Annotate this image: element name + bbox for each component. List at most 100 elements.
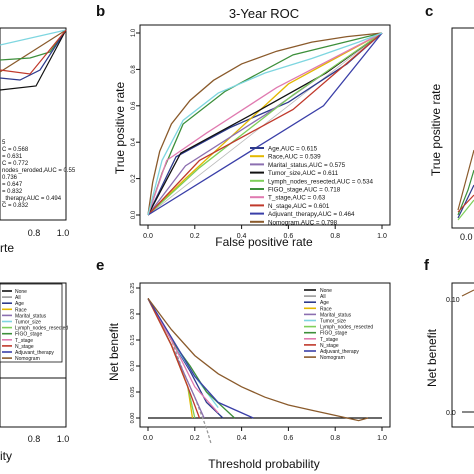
panel-b-xtick-label: 1.0 (377, 233, 387, 240)
panel-c-curve-lymph (457, 199, 474, 221)
panel-b-legend-label-age: Age,AUC = 0.615 (268, 146, 318, 153)
panel-b-legend-label-adjuvant-therapy: Adjuvant_therapy,AUC = 0.464 (268, 211, 355, 218)
panel-e-curve-lymph-nodes-resected (147, 298, 196, 419)
panel-d-legend-label-figo-stage: FIGO_stage (15, 332, 42, 338)
panel-b-legend-label-marital-status: Marital_status,AUC = 0.575 (268, 162, 346, 169)
panel-b-title: 3-Year ROC (229, 6, 299, 21)
panel-e-ytick-label: 0.15 (130, 335, 136, 346)
panel-b-legend-label-t-stage: T_stage,AUC = 0.63 (268, 195, 326, 202)
panel-b-curve-race (147, 32, 383, 216)
panel-b-curve-lymph-nodes-resected (147, 32, 383, 216)
panel-d-legend: NoneAllAgeRaceMarital_statusTumor_sizeLy… (0, 283, 68, 363)
panel-b-xtick-label: 0.4 (237, 233, 247, 240)
panel-b-legend-label-tumor-size: Tumor_size,AUC = 0.611 (268, 170, 339, 177)
panel-e-legend-label-n-stage: N_stage (320, 343, 339, 349)
panel-e-curve-adjuvant-therapy (147, 298, 254, 419)
panel-a-legend-line-7: = 0.647 (2, 182, 23, 188)
panel-a-legend-line-6: 0.736 (2, 175, 18, 181)
panel-a-partial: 5 C = 0.568 = 0.631 C = 0.772 nodes_rero… (0, 27, 76, 255)
panel-b-ytick-label: 0.4 (131, 137, 137, 146)
panel-b: b 3-Year ROC True positive rate False po… (96, 3, 391, 249)
panel-e-ticks: 0.0 0.2 0.4 0.6 0.8 1.0 0.25 0.20 0.15 0.10 0.05 0.… (130, 283, 387, 442)
panel-b-legend-label-lymph-nodes-resected: Lymph_nodes_resected,AUC = 0.534 (268, 178, 373, 185)
panel-d-legend-label-tumor-size: Tumor_size (15, 320, 41, 326)
panel-e-xtick-label: 0.8 (330, 435, 340, 442)
panel-c-curve-nomogram (457, 149, 474, 211)
panel-f-tick-zero: 0.0 (446, 410, 456, 417)
panel-c-partial: c True positive rate 0.0 (425, 3, 474, 242)
panel-d-partial: NoneAllAgeRaceMarital_statusTumor_sizeLy… (0, 282, 70, 463)
panel-e-legend-label-all: All (320, 294, 326, 300)
panel-f-letter: f (424, 257, 430, 274)
panel-a-legend-line-2: C = 0.568 (2, 147, 29, 153)
panel-e-ytick-label: 0.10 (130, 361, 136, 372)
panel-b-ytick-label: 1.0 (131, 28, 137, 37)
panel-e-ytick-label: 0.20 (130, 309, 136, 320)
panel-e-legend-label-race: Race (320, 306, 332, 312)
panel-b-legend-label-nomogram: Nomogram,AUC = 0.798 (268, 219, 338, 226)
panel-b-xlabel: False positive rate (215, 235, 313, 249)
panel-d-legend-label-all: All (15, 295, 21, 301)
panel-e-xlabel: Threshold probability (208, 457, 319, 471)
panel-e-legend-label-age: Age (320, 300, 329, 306)
panel-b-letter: b (96, 3, 105, 20)
panel-d-legend-label-n-stage: N_stage (15, 344, 34, 350)
panel-d-plot-frame (0, 282, 67, 428)
panel-a-curve-nstage (0, 29, 67, 75)
panel-b-legend-label-race: Race,AUC = 0.539 (268, 154, 321, 161)
panel-a-legend-line-10: C = 0.832 (2, 203, 29, 209)
panel-e-xtick-label: 0.4 (237, 435, 247, 442)
panel-b-curve-nomogram (147, 32, 383, 216)
panel-c-ylabel: True positive rate (429, 84, 443, 177)
panel-a-tick-1.0: 1.0 (57, 228, 70, 238)
panel-a-legend-fragments: 5 C = 0.568 = 0.631 C = 0.772 nodes_rero… (1, 140, 76, 209)
panel-e-legend-label-nomogram: Nomogram (320, 355, 345, 361)
panel-d-legend-label-none: None (15, 289, 27, 295)
panel-d-tick-1.0: 1.0 (57, 434, 70, 444)
panel-e-letter: e (96, 257, 104, 274)
panel-a-legend-line-8: = 0.832 (2, 189, 23, 195)
panel-d-legend-label-adjuvant-therapy: Adjuvant_therapy (15, 350, 54, 356)
panel-d-tick-0.8: 0.8 (28, 434, 41, 444)
panel-b-ytick-label: 0.8 (131, 65, 137, 74)
panel-d-legend-label-lymph-nodes-resected: Lymph_nodes_resected (15, 326, 68, 332)
panel-e-ytick-label: 0.25 (130, 283, 136, 294)
panel-d-xlabel-fragment: ity (0, 449, 12, 463)
panel-c-curve-nstage (457, 194, 474, 213)
panel-e-ylabel: Net benefit (107, 322, 121, 381)
panel-f-partial: f Net benefit 0.10 0.0 (424, 257, 474, 428)
panel-f-tick-top: 0.10 (446, 297, 460, 304)
panel-d-legend-label-nomogram: Nomogram (15, 356, 40, 362)
panel-e-curve-all (147, 298, 212, 445)
panel-e-ytick-label: 0.05 (130, 387, 136, 398)
panel-c-curve-age (457, 184, 474, 219)
panel-b-plot-frame (139, 24, 391, 226)
panel-b-curve-t-stage (147, 32, 383, 216)
panel-e-legend-label-lymph-nodes-resected: Lymph_nodes_resected (320, 325, 373, 331)
panel-e-xtick-label: 0.6 (284, 435, 294, 442)
panel-e-curve-race (147, 298, 194, 419)
panel-c-letter: c (425, 3, 433, 20)
panel-e-curve-n-stage (147, 298, 201, 419)
panel-a-curve-cyan (0, 29, 67, 46)
panel-a-legend-line-5: nodes_reroded,AUC = 0.55 (2, 168, 76, 174)
panel-d-legend-label-race: Race (15, 307, 27, 313)
panel-b-ytick-label: 0.2 (131, 174, 137, 183)
panel-e-legend-label-t-stage: T_stage (320, 337, 338, 343)
panel-e-curve-t-stage (147, 298, 219, 414)
panel-d-legend-label-age: Age (15, 301, 24, 307)
panel-b-ytick-label: 0.0 (131, 210, 137, 219)
panel-e-series (147, 298, 382, 445)
panel-a-xlabel-fragment: rte (0, 241, 14, 255)
panel-e-xtick-label: 0.2 (190, 435, 200, 442)
panel-e: e Net benefit Threshold probability 0.0 0… (96, 257, 391, 471)
panel-d-legend-label-marital-status: Marital_status (15, 313, 47, 319)
panel-a-legend-line-4: C = 0.772 (2, 161, 29, 167)
panel-e-curve-nomogram (147, 298, 369, 422)
panel-b-ytick-label: 0.6 (131, 101, 137, 110)
panel-a-curve-tumor (0, 29, 67, 91)
panel-a-curve-age (0, 29, 67, 81)
panel-f-ylabel: Net benefit (425, 328, 439, 387)
